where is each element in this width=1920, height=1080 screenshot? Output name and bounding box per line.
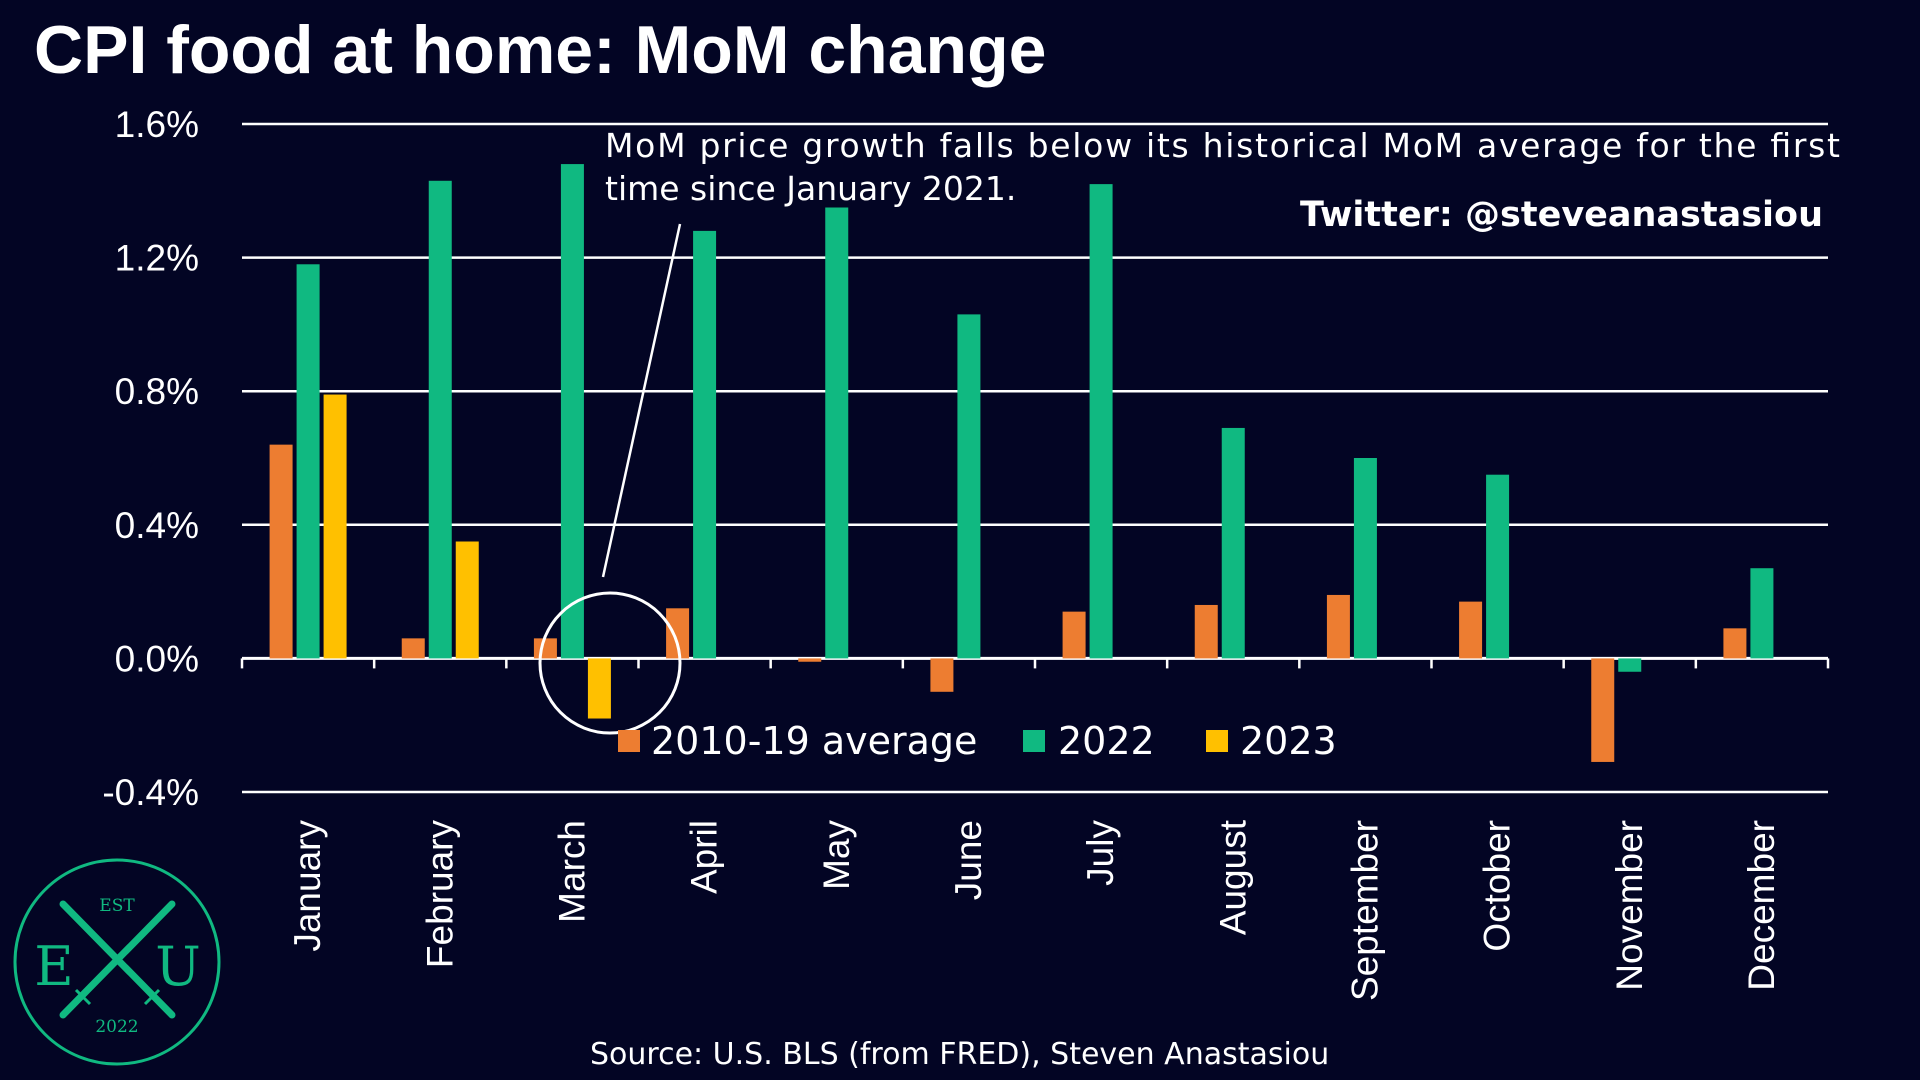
bar-2010-19-average-april bbox=[666, 608, 690, 659]
bar-2022-march bbox=[560, 164, 584, 659]
legend-label-2023: 2023 bbox=[1240, 719, 1337, 763]
logo-est-text: EST bbox=[99, 896, 135, 916]
bar-2022-june bbox=[957, 314, 981, 659]
x-tick-label: November bbox=[1609, 820, 1650, 991]
bar-2010-19-average-december bbox=[1723, 628, 1747, 659]
y-tick-label: 0.8% bbox=[115, 371, 199, 412]
gridlines bbox=[240, 122, 1830, 794]
y-tick-label: 0.0% bbox=[115, 638, 199, 679]
y-axis-ticks: -0.4% 0.0% 0.4% 0.8% 1.2% 1.6% bbox=[102, 104, 199, 813]
x-tick-label: March bbox=[551, 820, 592, 923]
legend-swatch-2023 bbox=[1206, 730, 1228, 752]
bar-2023-march bbox=[587, 658, 611, 719]
highlight-circle bbox=[538, 591, 682, 735]
annotation-line-1: MoM price growth falls below its histori… bbox=[605, 126, 1840, 165]
x-tick-label: May bbox=[816, 820, 857, 890]
bar-2022-february bbox=[428, 180, 452, 659]
exu-logo: EST E U 2022 bbox=[13, 858, 221, 1066]
chart-title: CPI food at home: MoM change bbox=[34, 12, 1046, 88]
x-tick-label: October bbox=[1477, 820, 1518, 952]
bar-2022-july bbox=[1089, 184, 1113, 659]
legend: 2010-19 average 2022 2023 bbox=[618, 719, 1337, 763]
bar-2010-19-average-may bbox=[798, 658, 822, 662]
bar-2010-19-average-june bbox=[930, 658, 954, 692]
logo-letter-u: U bbox=[155, 935, 201, 998]
bar-2010-19-average-september bbox=[1326, 594, 1350, 659]
bar-2010-19-average-october bbox=[1459, 601, 1483, 659]
bar-2010-19-average-january bbox=[269, 444, 293, 659]
logo-year-text: 2022 bbox=[95, 1017, 138, 1037]
bar-2023-january bbox=[323, 394, 347, 659]
legend-swatch-2022 bbox=[1023, 730, 1045, 752]
legend-swatch-2010-19-average bbox=[618, 730, 640, 752]
bar-2010-19-average-march bbox=[533, 638, 557, 659]
x-tick-label: December bbox=[1741, 820, 1782, 991]
annotation-line-2: time since January 2021. bbox=[605, 169, 1016, 208]
x-tick-label: September bbox=[1344, 820, 1385, 1001]
bar-2022-september bbox=[1353, 458, 1377, 659]
y-tick-label: 0.4% bbox=[115, 505, 199, 546]
bars bbox=[269, 164, 1774, 762]
legend-label-2010-19-average: 2010-19 average bbox=[651, 719, 977, 763]
logo-letter-e: E bbox=[34, 935, 73, 998]
source-note: Source: U.S. BLS (from FRED), Steven Ana… bbox=[590, 1037, 1329, 1072]
annotation-pointer bbox=[601, 223, 682, 578]
bar-2010-19-average-july bbox=[1062, 611, 1086, 659]
bar-2022-august bbox=[1221, 427, 1245, 659]
x-tick-label: April bbox=[684, 820, 725, 894]
x-tick-label: July bbox=[1080, 820, 1121, 886]
bar-2010-19-average-february bbox=[401, 638, 425, 659]
logo-ring bbox=[13, 858, 221, 1066]
x-tick-label: February bbox=[419, 820, 460, 969]
bar-2022-january bbox=[296, 264, 320, 659]
bar-2022-april bbox=[693, 230, 717, 659]
y-tick-label: 1.6% bbox=[115, 104, 199, 145]
crossed-swords-icon bbox=[59, 900, 176, 1019]
legend-label-2022: 2022 bbox=[1058, 719, 1155, 763]
x-axis-ticks: January February March April May June July Augu… bbox=[287, 819, 1782, 1001]
y-tick-label: 1.2% bbox=[115, 238, 199, 279]
bar-2022-november bbox=[1618, 658, 1642, 672]
bar-2022-october bbox=[1486, 474, 1510, 659]
y-tick-label: -0.4% bbox=[102, 772, 199, 813]
bar-2023-february bbox=[455, 541, 479, 659]
x-tick-label: August bbox=[1212, 819, 1253, 935]
bar-2010-19-average-november bbox=[1591, 658, 1615, 762]
x-tick-label: June bbox=[948, 820, 989, 900]
twitter-handle: Twitter: @steveanastasiou bbox=[1300, 195, 1823, 235]
bar-2022-may bbox=[825, 207, 849, 659]
bar-2022-december bbox=[1750, 568, 1774, 659]
x-tick-label: January bbox=[287, 820, 328, 952]
bar-2010-19-average-august bbox=[1194, 604, 1218, 659]
